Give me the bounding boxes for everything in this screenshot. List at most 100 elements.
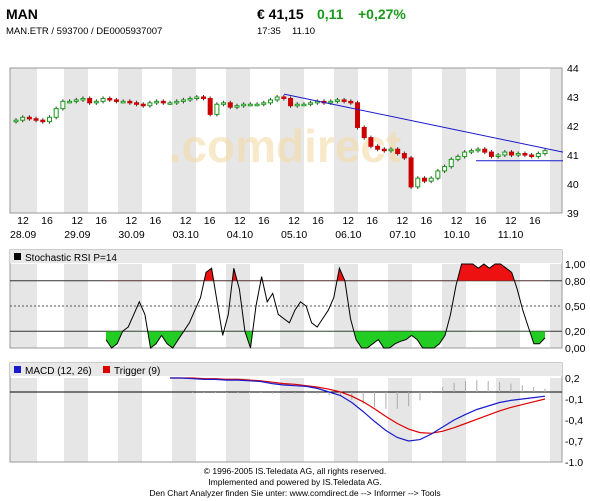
candle <box>542 150 548 155</box>
time-band <box>172 378 196 462</box>
hour-tick-label: 12 <box>288 215 300 227</box>
date-tick-label: 03.10 <box>173 229 199 241</box>
candle <box>308 102 314 105</box>
time-band <box>226 68 250 213</box>
date-tick-label: 07.10 <box>389 229 415 241</box>
date-tick-label: 10.10 <box>444 229 470 241</box>
time-band <box>10 378 37 462</box>
rsi-y-tick: 0,80 <box>565 276 586 288</box>
trigger-legend-label: Trigger (9) <box>114 366 160 377</box>
candle <box>355 102 361 128</box>
hour-tick-label: 16 <box>312 215 324 227</box>
macd-y-tick: -1,0 <box>565 457 583 466</box>
quote-date: 11.10 <box>292 26 316 37</box>
hour-tick-label: 12 <box>342 215 354 227</box>
candle <box>482 148 488 153</box>
candle <box>207 97 213 115</box>
security-ids: MAN.ETR / 593700 / DE0005937007 <box>6 26 163 37</box>
copyright-text: © 1996-2005 IS.Teledata AG, all rights r… <box>203 466 387 476</box>
hour-tick-label: 12 <box>397 215 409 227</box>
candle <box>87 97 93 104</box>
candle <box>281 96 287 99</box>
candle <box>529 154 535 157</box>
time-band <box>280 68 304 213</box>
candle <box>502 151 508 156</box>
candle <box>120 100 126 104</box>
date-tick-label: 29.09 <box>64 229 90 241</box>
trendline-resistance <box>283 93 564 153</box>
candle <box>134 102 140 105</box>
date-tick-label: 05.10 <box>281 229 307 241</box>
tools-hint-text: Den Chart Analyzer finden Sie unter: www… <box>149 488 441 498</box>
candle <box>401 153 407 159</box>
hour-tick-label: 16 <box>41 215 53 227</box>
candle <box>221 102 227 105</box>
candle <box>80 97 86 101</box>
candle <box>261 102 267 105</box>
candle <box>435 170 441 179</box>
candle <box>180 99 186 102</box>
last-price: € 41,15 <box>257 6 304 22</box>
price-y-tick: 42 <box>567 121 579 133</box>
candle <box>328 100 334 104</box>
candle <box>515 153 521 156</box>
rsi-title: Stochastic RSI P=14 <box>25 253 117 264</box>
price-change: 0,11 <box>317 6 344 22</box>
hour-tick-label: 12 <box>234 215 246 227</box>
trigger-legend-swatch <box>103 366 110 373</box>
time-band <box>280 378 304 462</box>
time-band <box>334 68 358 213</box>
candle <box>448 158 454 168</box>
date-tick-label: 11.10 <box>498 229 524 241</box>
hour-tick-label: 12 <box>17 215 29 227</box>
hour-tick-label: 12 <box>451 215 463 227</box>
rsi-y-tick: 0,20 <box>565 326 586 338</box>
candle <box>53 108 59 118</box>
candle <box>462 151 468 157</box>
rsi-overbought-fill <box>106 264 545 281</box>
price-frame <box>9 67 563 214</box>
candle <box>113 99 119 102</box>
candle <box>46 116 52 123</box>
candle <box>194 96 200 99</box>
candle <box>535 153 541 157</box>
candle <box>334 99 340 102</box>
candle <box>428 177 434 182</box>
candle <box>214 103 220 115</box>
price-y-tick: 44 <box>567 63 579 75</box>
candle <box>154 100 160 104</box>
candle <box>174 100 180 104</box>
hour-tick-label: 16 <box>366 215 378 227</box>
time-band <box>10 68 37 213</box>
price-change-pct: +0,27% <box>358 6 406 22</box>
candle <box>301 103 307 107</box>
price-y-tick: 43 <box>567 92 579 104</box>
macd-legend-label: MACD (12, 26) <box>25 366 92 377</box>
candle <box>33 118 39 121</box>
candle <box>368 137 374 147</box>
candle <box>408 157 414 188</box>
candle <box>147 102 153 107</box>
rsi-title-bar <box>10 250 562 263</box>
time-band <box>442 68 466 213</box>
candle <box>341 99 347 102</box>
candle <box>26 116 32 120</box>
macd-y-tick: -0,4 <box>565 415 583 427</box>
hour-tick-label: 16 <box>475 215 487 227</box>
candle <box>488 151 494 157</box>
hour-tick-label: 12 <box>505 215 517 227</box>
candle <box>468 150 474 153</box>
candle <box>107 97 113 101</box>
time-band <box>64 68 88 213</box>
time-band <box>388 68 412 213</box>
powered-by-text: Implemented and powered by IS.Teledata A… <box>208 477 382 487</box>
candle <box>13 119 19 123</box>
macd-y-tick: -0,7 <box>565 436 583 448</box>
candle <box>522 153 528 156</box>
footer: © 1996-2005 IS.Teledata AG, all rights r… <box>0 466 590 499</box>
candle <box>254 103 260 107</box>
rsi-y-tick: 0,00 <box>565 343 586 355</box>
time-band <box>118 68 142 213</box>
price-y-tick: 41 <box>567 150 579 162</box>
